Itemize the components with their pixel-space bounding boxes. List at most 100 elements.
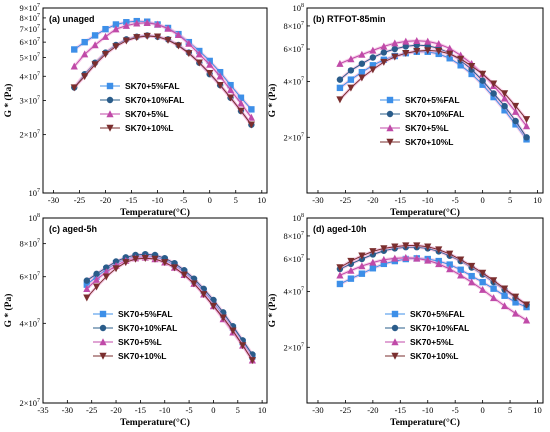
x-tick-label: 5 <box>234 195 238 205</box>
data-point <box>522 116 531 124</box>
data-point <box>336 84 344 92</box>
y-tick-label: 108 <box>293 213 305 223</box>
data-point <box>122 21 130 29</box>
data-point <box>500 94 509 102</box>
series-line-glow <box>339 243 528 306</box>
data-point <box>336 271 344 279</box>
legend-label: SK70+5%FAL <box>125 81 180 91</box>
y-tick-label: 6×107 <box>19 37 40 47</box>
data-point <box>141 254 149 262</box>
data-point <box>468 70 475 78</box>
data-point <box>229 327 237 335</box>
legend-marker <box>386 110 394 118</box>
x-tick-label: -20 <box>110 405 121 415</box>
y-tick-label: 4×107 <box>19 71 40 81</box>
panel-label: (b) RTFOT-85min <box>313 14 386 24</box>
data-point <box>70 84 78 92</box>
data-point <box>500 302 509 310</box>
data-point <box>133 19 141 27</box>
data-point <box>112 25 120 33</box>
data-point <box>247 121 255 129</box>
legend-marker <box>99 352 107 360</box>
legend: SK70+5%FAL SK70+10%FAL SK70+5%L SK70+10%L <box>100 81 184 133</box>
data-point <box>369 258 377 266</box>
y-tick-label: 7×107 <box>19 24 40 34</box>
data-point <box>369 62 377 69</box>
legend-label: SK70+10%L <box>118 351 166 361</box>
data-point <box>501 292 508 299</box>
data-point <box>143 32 151 40</box>
data-point <box>500 90 509 98</box>
data-point <box>380 260 388 268</box>
x-tick-label: 10 <box>258 195 267 205</box>
legend-label: SK70+5%FAL <box>410 309 465 319</box>
chart-panel-4: -30 -25 -20 -15 -10 -5 0 5 10 2×107 4×107 6×107 8×10… <box>267 213 544 428</box>
data-point <box>92 283 101 291</box>
data-point <box>81 50 89 58</box>
data-point <box>468 272 475 280</box>
data-point <box>446 44 454 52</box>
x-tick-label: -10 <box>422 405 433 415</box>
data-point <box>424 256 432 264</box>
data-point <box>154 20 162 28</box>
series-3 <box>70 18 255 121</box>
data-point <box>500 285 509 293</box>
data-point <box>101 50 110 58</box>
data-point <box>91 32 99 39</box>
y-tick-label: 8×107 <box>19 239 40 249</box>
data-point <box>83 294 91 302</box>
legend-label: SK70+10%FAL <box>410 323 469 333</box>
x-tick-label: -15 <box>126 195 137 205</box>
data-point <box>336 96 344 104</box>
legend-marker <box>99 338 107 346</box>
y-tick-label: 4×107 <box>19 318 40 328</box>
legend-label: SK70+5%FAL <box>405 95 460 105</box>
data-point <box>358 252 366 260</box>
y-tick-label: 2×107 <box>19 398 40 408</box>
legend-marker <box>106 110 114 118</box>
data-point <box>522 122 531 130</box>
legend-label: SK70+10%FAL <box>118 323 177 333</box>
data-point <box>512 117 519 125</box>
data-point <box>336 264 344 272</box>
data-point <box>112 21 120 28</box>
data-point <box>154 33 162 41</box>
data-point <box>468 262 476 270</box>
data-point <box>446 265 454 273</box>
data-point <box>347 275 355 282</box>
data-point <box>358 74 366 82</box>
x-tick-label: -20 <box>367 405 378 415</box>
data-point <box>164 24 172 32</box>
data-point <box>490 93 497 101</box>
x-tick-label: 10 <box>258 405 267 415</box>
legend-marker <box>386 138 394 146</box>
data-point <box>512 299 519 306</box>
data-point <box>446 50 454 58</box>
series-line <box>86 257 253 361</box>
data-point <box>512 121 519 128</box>
data-point <box>511 309 520 317</box>
data-point <box>402 242 410 250</box>
data-point <box>391 39 399 47</box>
data-point <box>424 37 432 45</box>
data-point <box>180 271 188 279</box>
data-point <box>206 69 214 77</box>
legend-marker <box>391 324 399 332</box>
legend-label: SK70+5%L <box>125 109 169 119</box>
y-tick-label: 108 <box>293 3 305 13</box>
data-point <box>226 86 235 94</box>
data-point <box>358 60 366 67</box>
data-point <box>102 25 109 33</box>
data-point <box>435 47 443 55</box>
data-point <box>479 278 486 286</box>
plot-frame <box>42 217 268 404</box>
x-tick-label: 5 <box>236 405 240 415</box>
data-point <box>151 255 159 263</box>
y-tick-label: 3×107 <box>19 96 40 106</box>
data-point <box>413 242 421 250</box>
data-point <box>185 39 193 47</box>
legend-label: SK70+5%FAL <box>118 309 173 319</box>
data-point <box>380 255 388 263</box>
x-tick-label: -15 <box>135 405 146 415</box>
data-point <box>133 34 141 42</box>
